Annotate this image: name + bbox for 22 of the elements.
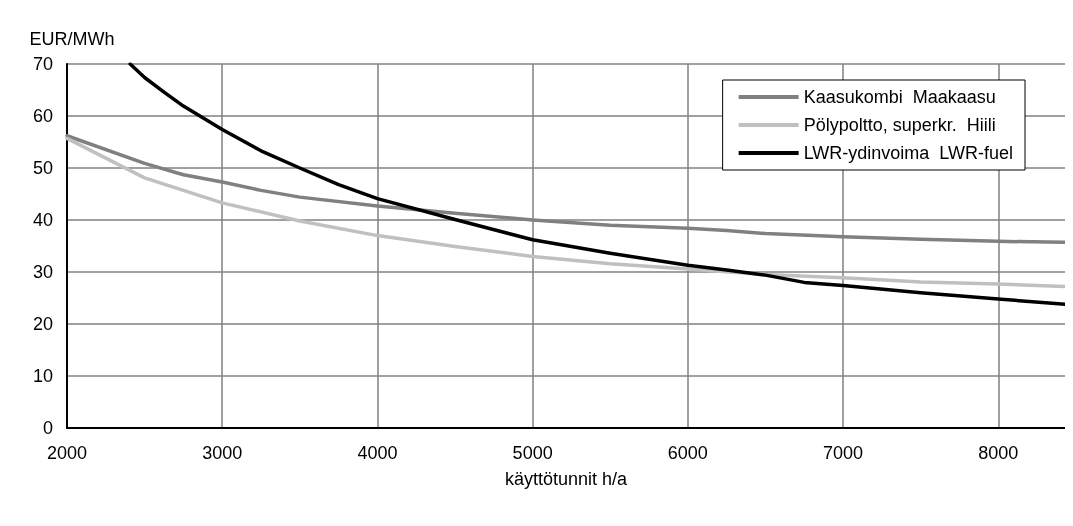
y-tick-label: 70	[32, 54, 53, 74]
y-tick-label: 20	[32, 314, 53, 334]
y-tick-label: 50	[32, 158, 53, 178]
x-tick-label: 2000	[46, 443, 88, 463]
y-tick-label: 40	[32, 210, 53, 230]
x-tick-label: 3000	[202, 443, 243, 463]
y-tick-label: 10	[32, 366, 53, 386]
x-tick-label: 8000	[978, 443, 1019, 463]
y-tick-label: 60	[32, 106, 53, 126]
y-axis-title: EUR/MWh	[29, 29, 115, 49]
x-tick-label: 6000	[667, 443, 708, 463]
x-axis-title: käyttötunnit h/a	[504, 469, 629, 489]
line-series	[128, 62, 1065, 306]
y-tick-label: 30	[32, 262, 53, 282]
legend-label: LWR-ydinvoima LWR-fuel	[803, 143, 1013, 163]
y-tick-label: 0	[42, 418, 53, 438]
x-tick-label: 5000	[512, 443, 553, 463]
line-series	[65, 136, 1065, 289]
x-tick-label: 4000	[357, 443, 398, 463]
legend-label: Kaasukombi Maakaasu	[803, 87, 996, 107]
legend-label: Pölypoltto, superkr. Hiili	[803, 115, 996, 135]
x-tick-label: 7000	[823, 443, 864, 463]
